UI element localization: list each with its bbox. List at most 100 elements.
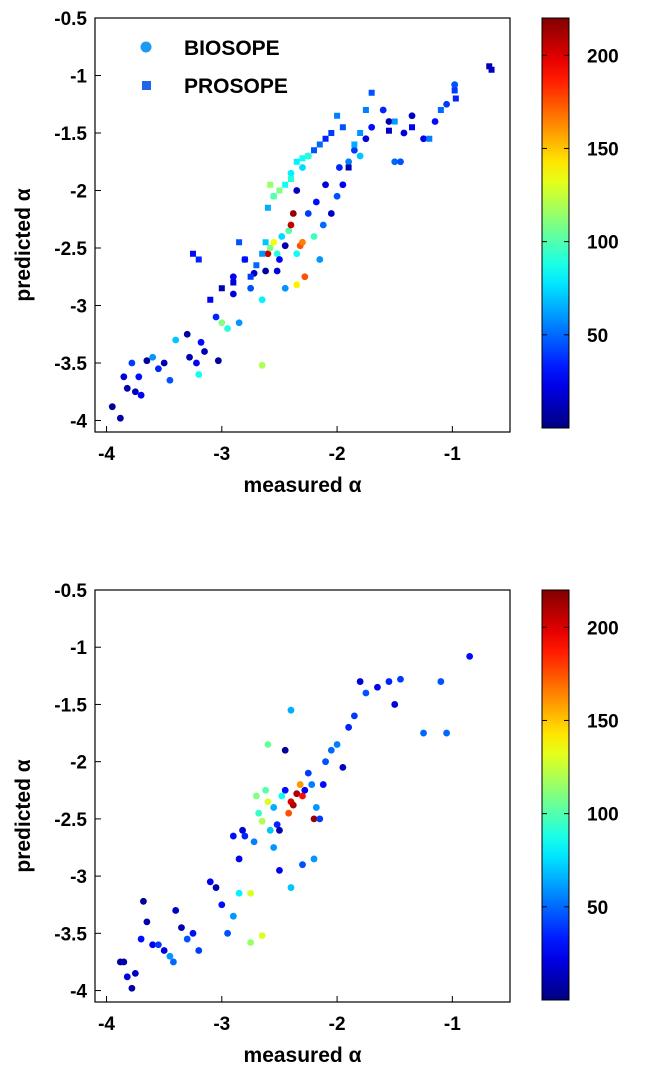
data-point-circle xyxy=(285,227,293,235)
data-point-circle xyxy=(258,296,266,304)
data-point-circle xyxy=(241,832,249,840)
data-point-square xyxy=(334,112,341,119)
data-point-circle xyxy=(289,210,297,217)
data-point-circle xyxy=(193,359,200,367)
data-point-circle xyxy=(379,106,387,114)
data-point-circle xyxy=(135,373,143,381)
data-point-circle xyxy=(155,941,162,949)
colorbar: 50 100 150 200 xyxy=(541,589,619,1001)
colorbar-tick-label: 100 xyxy=(587,805,619,826)
legend-marker-square xyxy=(142,81,151,90)
data-point-circle xyxy=(299,792,306,800)
colorbar-tick-label: 100 xyxy=(587,233,619,254)
colorbar-tick-label: 200 xyxy=(587,618,619,639)
data-point-circle xyxy=(319,781,327,788)
scatter-points xyxy=(116,652,474,992)
legend: BIOSOPE PROSOPE xyxy=(140,37,288,98)
y-tick-label: -3 xyxy=(70,297,87,318)
data-point-square xyxy=(316,141,323,148)
data-point-circle xyxy=(183,330,191,338)
data-point-circle xyxy=(239,826,246,834)
x-tick-label: -1 xyxy=(444,444,461,465)
x-tick-label: -2 xyxy=(329,444,346,465)
colorbar-gradient xyxy=(541,17,570,429)
data-point-square xyxy=(426,135,433,142)
data-point-square xyxy=(451,87,458,94)
data-point-circle xyxy=(258,817,266,825)
data-point-square xyxy=(299,155,306,162)
data-point-square xyxy=(262,239,269,246)
data-point-circle xyxy=(247,284,255,292)
data-point-circle xyxy=(420,135,427,143)
colorbar-gradient xyxy=(541,589,570,1001)
data-point-circle xyxy=(316,815,324,823)
data-point-square xyxy=(230,279,237,286)
data-point-circle xyxy=(262,786,270,794)
data-point-circle xyxy=(250,838,258,846)
data-point-circle xyxy=(212,884,220,891)
data-point-circle xyxy=(137,935,145,943)
data-point-circle xyxy=(397,675,404,683)
x-tick-label: -1 xyxy=(444,1014,461,1035)
data-point-square xyxy=(276,187,283,194)
colorbar-tick-label: 50 xyxy=(587,326,608,347)
data-point-square xyxy=(311,147,318,154)
data-point-circle xyxy=(374,683,381,691)
data-point-square xyxy=(287,176,294,182)
data-point-circle xyxy=(287,706,295,714)
data-point-circle xyxy=(316,256,324,263)
data-point-square xyxy=(264,204,271,211)
data-point-square xyxy=(236,239,243,246)
data-point-circle xyxy=(322,758,329,766)
data-point-circle xyxy=(327,210,335,217)
data-point-square xyxy=(391,118,398,125)
y-tick-label: -1 xyxy=(70,67,87,88)
data-point-circle xyxy=(281,242,289,250)
data-point-square xyxy=(195,256,202,263)
data-point-circle xyxy=(131,969,139,977)
data-point-circle xyxy=(160,947,168,954)
data-point-circle xyxy=(229,832,237,840)
data-point-square xyxy=(218,285,225,292)
data-point-circle xyxy=(273,821,281,829)
data-point-circle xyxy=(308,781,316,788)
data-point-circle xyxy=(155,365,162,373)
x-axis-label: measured α xyxy=(244,1044,362,1067)
data-point-square xyxy=(351,141,358,148)
data-point-circle xyxy=(368,123,376,131)
data-point-circle xyxy=(116,414,124,422)
data-point-circle xyxy=(339,181,347,189)
data-point-circle xyxy=(276,256,283,263)
data-point-circle xyxy=(258,361,266,369)
data-point-circle xyxy=(183,935,191,943)
y-tick-label: -3 xyxy=(70,867,87,888)
data-point-circle xyxy=(362,135,370,143)
plot-area xyxy=(94,589,511,1003)
data-point-square xyxy=(385,127,392,134)
data-point-circle xyxy=(262,267,270,275)
data-point-circle xyxy=(304,210,312,217)
y-tick-label: -2 xyxy=(70,753,87,774)
data-point-square xyxy=(241,256,248,263)
data-point-circle xyxy=(197,338,205,346)
data-point-circle xyxy=(143,918,151,926)
data-point-square xyxy=(267,181,274,188)
data-point-circle xyxy=(339,763,347,771)
data-point-square xyxy=(305,153,312,159)
y-tick-label: -0.5 xyxy=(54,9,87,30)
data-point-circle xyxy=(270,238,278,246)
data-point-square xyxy=(293,158,300,165)
data-point-circle xyxy=(281,746,289,754)
data-point-circle xyxy=(281,786,289,794)
y-tick-label: -4 xyxy=(70,982,87,1003)
data-point-circle xyxy=(172,907,180,914)
y-axis-label: predicted α xyxy=(12,759,35,872)
data-point-square xyxy=(328,130,335,136)
data-point-circle xyxy=(258,932,266,940)
data-point-square xyxy=(409,124,416,131)
y-tick-label: -0.5 xyxy=(54,581,87,602)
data-point-circle xyxy=(287,884,295,891)
data-point-square xyxy=(452,95,459,102)
data-point-circle xyxy=(285,809,293,817)
data-point-circle xyxy=(312,804,320,811)
